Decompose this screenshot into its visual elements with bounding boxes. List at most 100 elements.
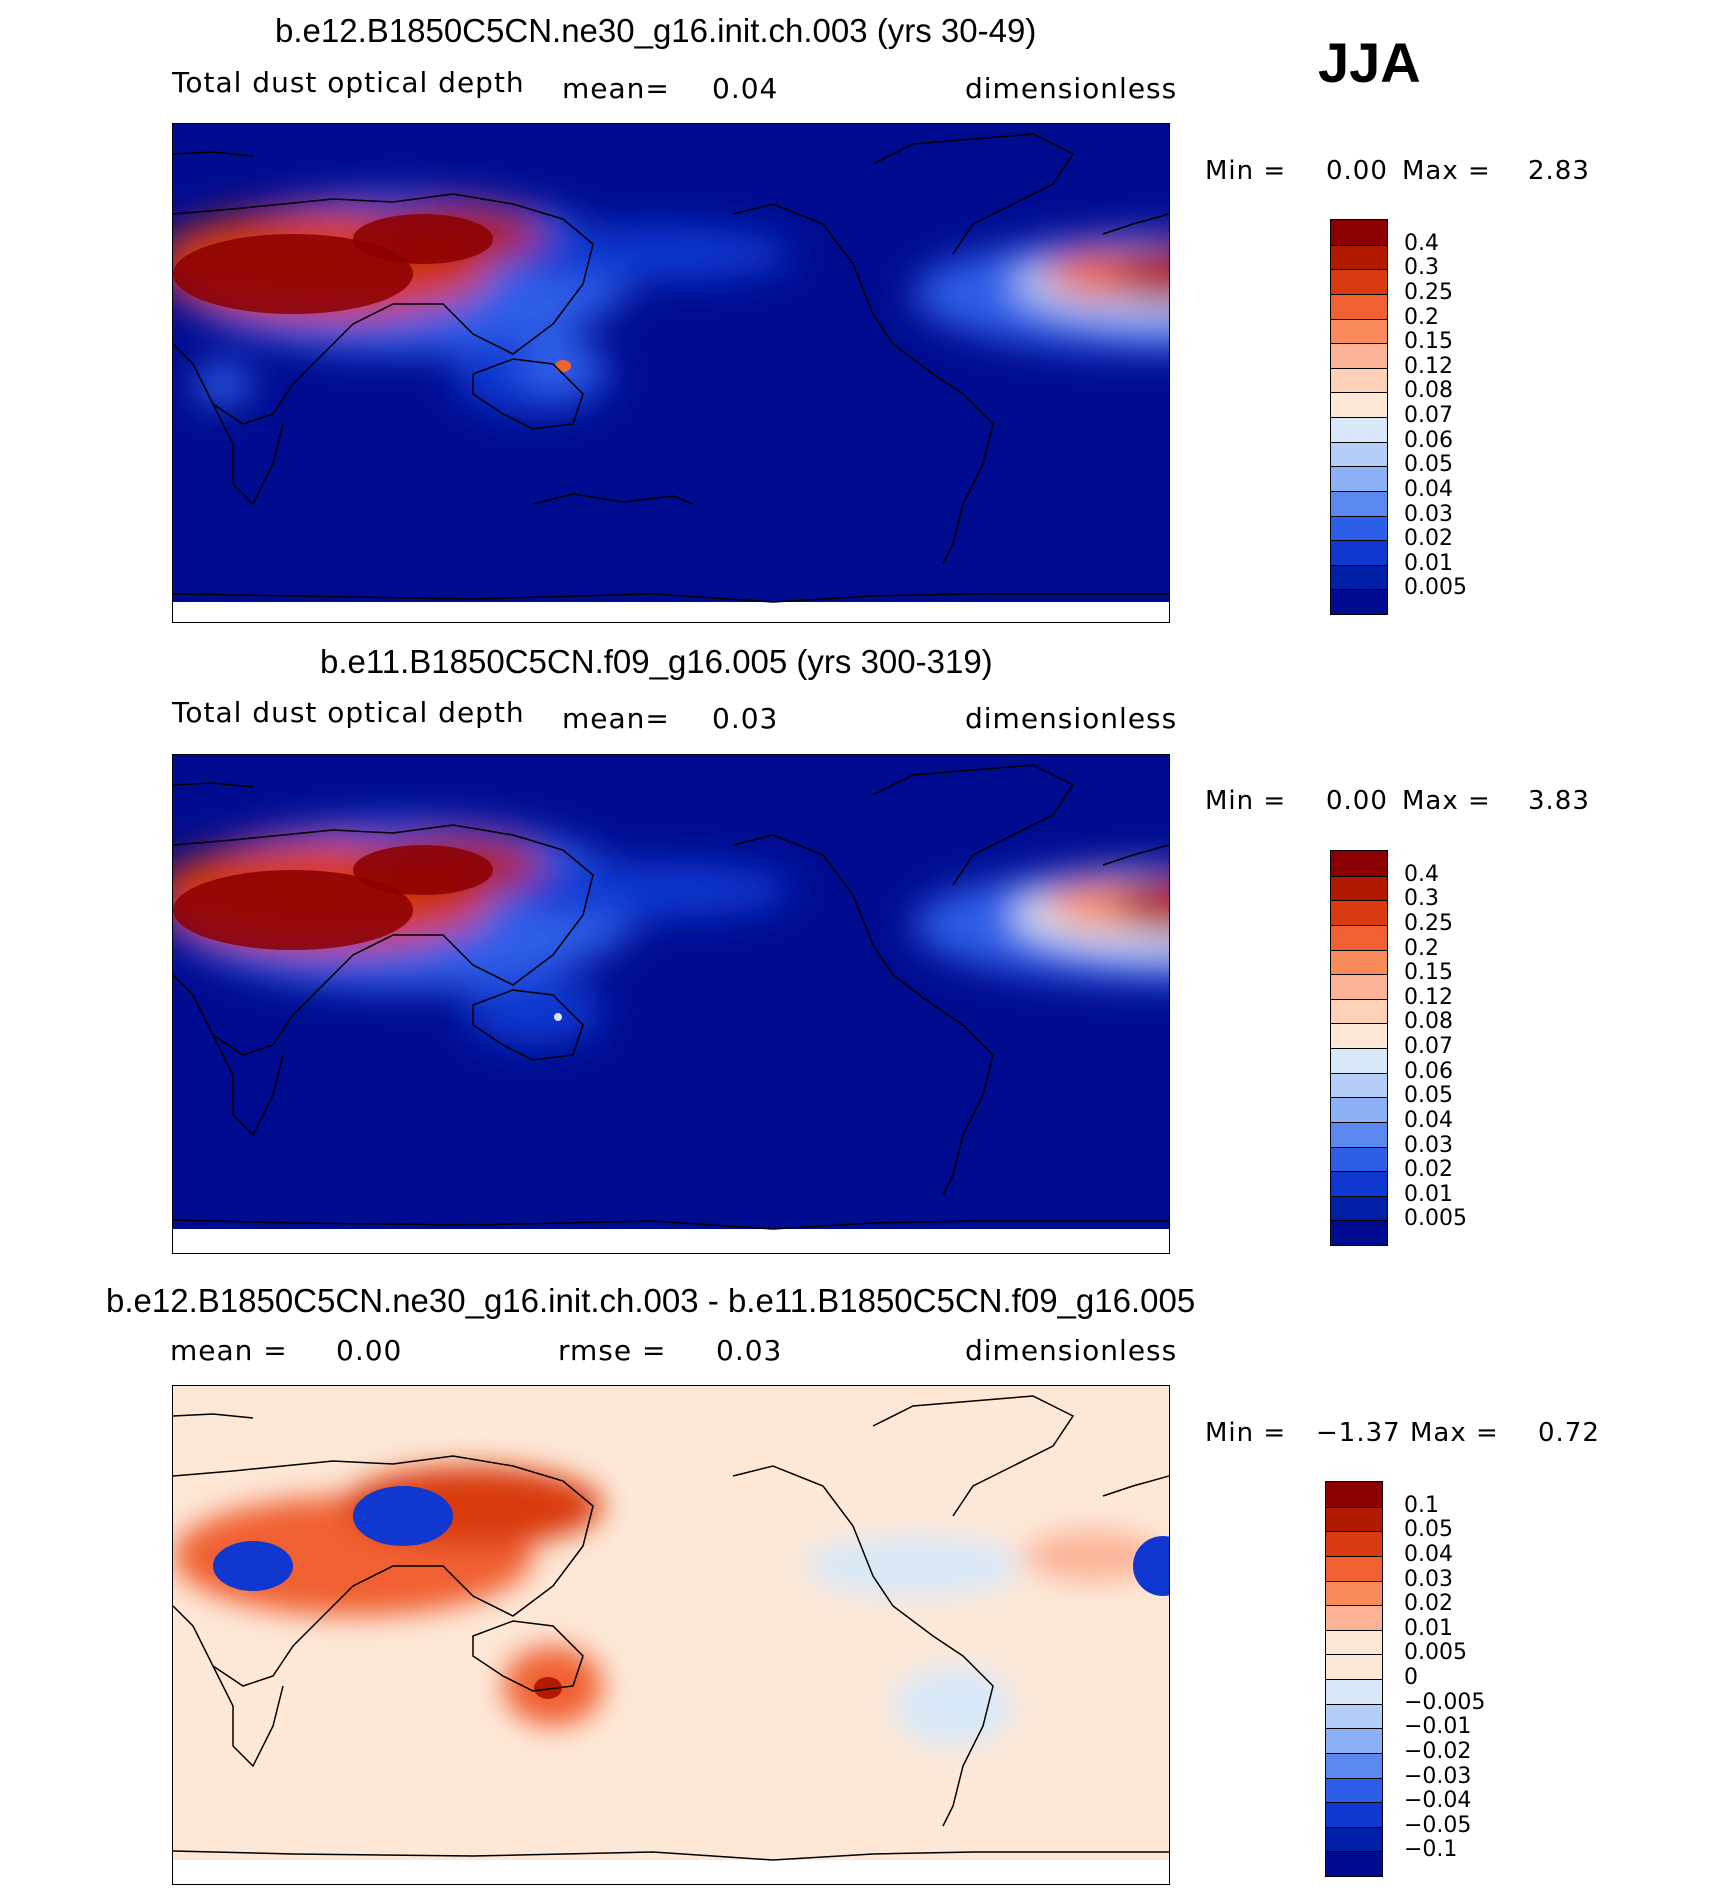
panel3-colorbar-segment bbox=[1326, 1703, 1382, 1729]
panel2-colorbar-segment bbox=[1331, 1048, 1387, 1073]
panel1-colorbar-label: 0.4 bbox=[1404, 230, 1439, 256]
panel3-colorbar bbox=[1325, 1481, 1383, 1877]
panel2-colorbar-label: 0.01 bbox=[1404, 1181, 1453, 1207]
panel1-map-svg bbox=[173, 124, 1169, 622]
panel1-colorbar-label: 0.03 bbox=[1404, 501, 1453, 527]
panel1-colorbar-label: 0.02 bbox=[1404, 526, 1453, 552]
panel3-colorbar-label: 0.02 bbox=[1404, 1591, 1453, 1617]
panel2-colorbar-segment bbox=[1331, 900, 1387, 925]
panel2-map bbox=[172, 754, 1170, 1254]
panel3-max-value: 0.72 bbox=[1538, 1418, 1600, 1448]
panel1-units: dimensionless bbox=[965, 72, 1178, 105]
panel3-mean-label: mean = bbox=[170, 1334, 288, 1367]
panel3-mean-value: 0.00 bbox=[336, 1334, 403, 1367]
panel2-max-value: 3.83 bbox=[1528, 786, 1590, 816]
panel1-colorbar bbox=[1330, 219, 1388, 615]
panel1-colorbar-segment bbox=[1331, 490, 1387, 516]
panel1-colorbar-segment bbox=[1331, 244, 1387, 270]
panel1-colorbar-segment bbox=[1331, 515, 1387, 541]
panel2-mean-value: 0.03 bbox=[712, 702, 779, 735]
season-label: JJA bbox=[1318, 31, 1421, 94]
panel2-colorbar-segment bbox=[1331, 1220, 1387, 1245]
panel1-max-value: 2.83 bbox=[1528, 156, 1590, 186]
panel3-colorbar-segment bbox=[1326, 1654, 1382, 1679]
panel2-colorbar-label: 0.3 bbox=[1404, 886, 1439, 912]
panel2-colorbar-label: 0.4 bbox=[1404, 861, 1439, 887]
panel2-mean-label: mean= bbox=[562, 702, 670, 735]
panel2-colorbar-segment bbox=[1331, 949, 1387, 975]
panel3-rmse-value: 0.03 bbox=[716, 1334, 783, 1367]
panel2-colorbar-label: 0.08 bbox=[1404, 1009, 1453, 1035]
panel3-colorbar-label: −0.03 bbox=[1404, 1763, 1472, 1789]
panel2-colorbar-segment bbox=[1331, 974, 1387, 999]
panel3-colorbar-segment bbox=[1326, 1728, 1382, 1753]
panel1-max-label: Max = bbox=[1402, 156, 1491, 186]
panel3-units: dimensionless bbox=[965, 1334, 1178, 1367]
panel3-colorbar-label: 0.1 bbox=[1404, 1492, 1439, 1518]
panel3-colorbar-segment bbox=[1326, 1482, 1382, 1507]
panel2-colorbar-segment bbox=[1331, 1097, 1387, 1122]
panel1-colorbar-label: 0.2 bbox=[1404, 304, 1439, 330]
panel2-colorbar-label: 0.03 bbox=[1404, 1132, 1453, 1158]
panel1-colorbar-segment bbox=[1331, 318, 1387, 344]
panel3-colorbar-segment bbox=[1326, 1555, 1382, 1581]
panel2-max-label: Max = bbox=[1402, 786, 1491, 816]
panel1-colorbar-segment bbox=[1331, 540, 1387, 565]
panel2-min-value: 0.00 bbox=[1326, 786, 1388, 816]
panel1-title: b.e12.B1850C5CN.ne30_g16.init.ch.003 (yr… bbox=[275, 12, 1037, 49]
panel3-colorbar-label: 0.03 bbox=[1404, 1566, 1453, 1592]
panel2-colorbar-segment bbox=[1331, 998, 1387, 1024]
panel1-colorbar-segment bbox=[1331, 392, 1387, 417]
panel3-colorbar-segment bbox=[1326, 1531, 1382, 1556]
panel2-colorbar-segment bbox=[1331, 1121, 1387, 1147]
panel2-colorbar-label: 0.06 bbox=[1404, 1058, 1453, 1084]
panel2-min-label: Min = bbox=[1205, 786, 1287, 816]
panel3-map bbox=[172, 1385, 1170, 1885]
panel1-colorbar-label: 0.07 bbox=[1404, 403, 1453, 428]
panel2-colorbar-label: 0.04 bbox=[1404, 1107, 1453, 1133]
panel1-map bbox=[172, 123, 1170, 623]
panel2-colorbar-label: 0.07 bbox=[1404, 1034, 1453, 1059]
panel1-mean-label: mean= bbox=[562, 72, 670, 105]
panel2-colorbar-segment bbox=[1331, 924, 1387, 950]
panel2-colorbar-segment bbox=[1331, 1146, 1387, 1172]
panel2-colorbar-segment bbox=[1331, 1171, 1387, 1196]
panel2-colorbar-segment bbox=[1331, 1195, 1387, 1221]
panel2-colorbar-segment bbox=[1331, 851, 1387, 876]
panel3-min-value: −1.37 bbox=[1316, 1418, 1401, 1448]
panel1-colorbar-label: 0.06 bbox=[1404, 427, 1453, 453]
panel2-colorbar-label: 0.25 bbox=[1404, 910, 1453, 936]
panel3-rmse-label: rmse = bbox=[558, 1334, 667, 1367]
panel2-colorbar-label: 0.02 bbox=[1404, 1157, 1453, 1183]
panel3-colorbar-label: 0.01 bbox=[1404, 1615, 1453, 1641]
panel2-variable-label: Total dust optical depth bbox=[172, 696, 525, 729]
panel3-map-svg bbox=[173, 1386, 1169, 1884]
panel3-colorbar-label: −0.02 bbox=[1404, 1738, 1472, 1764]
panel3-colorbar-label: 0.005 bbox=[1404, 1640, 1467, 1666]
panel1-colorbar-label: 0.12 bbox=[1404, 353, 1453, 379]
panel3-colorbar-segment bbox=[1326, 1580, 1382, 1606]
panel2-colorbar-segment bbox=[1331, 1023, 1387, 1048]
panel2-colorbar bbox=[1330, 850, 1388, 1246]
panel3-colorbar-segment bbox=[1326, 1802, 1382, 1827]
panel3-title: b.e12.B1850C5CN.ne30_g16.init.ch.003 - b… bbox=[106, 1282, 1196, 1319]
panel1-colorbar-label: 0.05 bbox=[1404, 452, 1453, 478]
panel3-colorbar-segment bbox=[1326, 1506, 1382, 1532]
panel1-colorbar-segment bbox=[1331, 589, 1387, 614]
panel2-colorbar-label: 0.2 bbox=[1404, 935, 1439, 961]
panel3-colorbar-label: 0.04 bbox=[1404, 1541, 1453, 1567]
panel1-colorbar-segment bbox=[1331, 367, 1387, 393]
panel1-colorbar-segment bbox=[1331, 564, 1387, 590]
panel1-colorbar-segment bbox=[1331, 269, 1387, 294]
panel1-colorbar-label: 0.04 bbox=[1404, 476, 1453, 502]
panel3-colorbar-label: −0.01 bbox=[1404, 1714, 1472, 1740]
panel1-colorbar-label: 0.25 bbox=[1404, 279, 1453, 305]
panel3-colorbar-label: −0.1 bbox=[1404, 1837, 1458, 1863]
panel2-colorbar-label: 0.12 bbox=[1404, 984, 1453, 1010]
panel1-mean-value: 0.04 bbox=[712, 72, 779, 105]
panel1-colorbar-label: 0.15 bbox=[1404, 329, 1453, 355]
panel3-colorbar-label: −0.05 bbox=[1404, 1812, 1472, 1838]
panel1-colorbar-label: 0.005 bbox=[1404, 575, 1467, 601]
panel2-colorbar-segment bbox=[1331, 875, 1387, 901]
panel3-colorbar-segment bbox=[1326, 1629, 1382, 1655]
